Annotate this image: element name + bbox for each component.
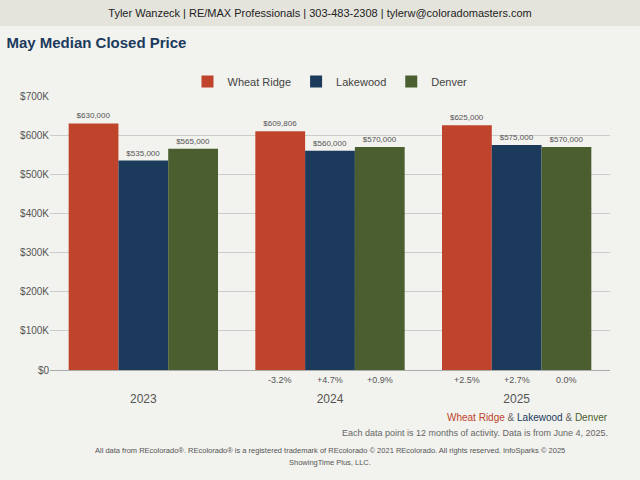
svg-text:2024: 2024	[317, 392, 344, 406]
svg-text:-3.2%: -3.2%	[268, 375, 292, 385]
svg-text:$300K: $300K	[20, 247, 49, 258]
svg-text:+4.7%: +4.7%	[317, 375, 343, 385]
svg-text:All data from REcolorado®. REc: All data from REcolorado®. REcolorado® i…	[95, 446, 565, 455]
svg-text:$700K: $700K	[20, 91, 49, 102]
svg-text:$0: $0	[38, 365, 50, 376]
svg-text:Denver: Denver	[431, 76, 467, 88]
svg-text:$625,000: $625,000	[450, 113, 484, 122]
svg-text:$600K: $600K	[20, 130, 49, 141]
svg-text:$535,000: $535,000	[126, 149, 160, 158]
svg-text:$400K: $400K	[20, 208, 49, 219]
svg-text:+0.9%: +0.9%	[367, 375, 393, 385]
svg-text:$575,000: $575,000	[500, 133, 534, 142]
svg-text:Wheat Ridge: Wheat Ridge	[228, 76, 292, 88]
svg-text:ShowingTime Plus, LLC.: ShowingTime Plus, LLC.	[289, 458, 371, 467]
svg-text:Each data point is 12 months o: Each data point is 12 months of activity…	[342, 428, 608, 438]
svg-text:2023: 2023	[130, 392, 157, 406]
svg-text:+2.7%: +2.7%	[504, 375, 530, 385]
svg-text:$560,000: $560,000	[313, 139, 347, 148]
svg-text:Wheat Ridge & Lakewood & Denve: Wheat Ridge & Lakewood & Denver	[447, 412, 608, 423]
svg-text:0.0%: 0.0%	[556, 375, 577, 385]
svg-text:$570,000: $570,000	[363, 135, 397, 144]
svg-text:+2.5%: +2.5%	[454, 375, 480, 385]
svg-text:$100K: $100K	[20, 325, 49, 336]
svg-text:$565,000: $565,000	[176, 137, 210, 146]
svg-text:$500K: $500K	[20, 169, 49, 180]
svg-text:$200K: $200K	[20, 286, 49, 297]
svg-text:$570,000: $570,000	[549, 135, 583, 144]
svg-text:Lakewood: Lakewood	[336, 76, 386, 88]
svg-text:$609,806: $609,806	[263, 119, 297, 128]
svg-text:May Median Closed Price: May Median Closed Price	[6, 34, 186, 51]
svg-text:2025: 2025	[503, 392, 530, 406]
svg-text:$630,000: $630,000	[77, 111, 111, 120]
html-text:Tyler Wanzeck | RE/MAX Profess: Tyler Wanzeck | RE/MAX Professionals | 3…	[108, 7, 532, 19]
